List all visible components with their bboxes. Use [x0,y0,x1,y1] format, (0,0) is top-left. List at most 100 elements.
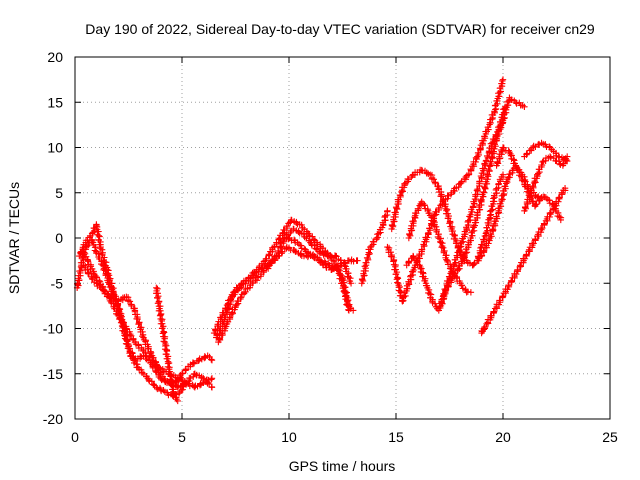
series-track-15 [437,103,509,310]
data-point-fill [491,220,499,228]
data-point-fill [158,325,166,332]
data-point [384,243,391,251]
data-point-fill [169,378,176,385]
data-point-fill [435,230,442,238]
data-point-fill [89,229,97,236]
data-point-fill [306,231,313,239]
data-point-fill [511,157,518,164]
data-point-fill [443,206,451,213]
data-point-fill [247,281,254,289]
data-point-fill [400,297,407,304]
data-point-fill [470,261,478,268]
data-point-fill [100,287,108,294]
data-point-fill [485,236,493,243]
y-tick-label: -5 [51,275,64,291]
data-point-fill [481,232,489,240]
data-point-fill [424,234,431,241]
data-point-fill [77,267,84,275]
data-point-fill [560,155,567,163]
series-track-10 [358,207,391,287]
data-point-fill [477,244,484,252]
data-point-fill [491,109,498,117]
data-point-fill [208,383,215,391]
data-point-fill [96,241,103,248]
data-point [467,289,475,296]
data-point-fill [557,214,565,221]
data-point-fill [154,385,161,393]
data-point-fill [145,376,152,384]
plot-frame [74,56,611,420]
data-point-fill [456,277,463,285]
data-point-fill [169,386,176,393]
data-point-fill [84,258,91,265]
data-point-fill [464,288,472,295]
data-point-fill [301,245,308,253]
data-point-fill [458,239,465,246]
data-point-fill [493,136,501,144]
data-point-fill [161,375,168,383]
data-point-fill [384,208,391,215]
data-point-fill [296,229,303,237]
data-point-fill [208,376,215,383]
data-point-fill [297,242,304,249]
data-point-fill [500,106,507,113]
data-point-fill [151,382,158,389]
data-point-fill [467,237,474,244]
series-track-5 [153,284,181,405]
series-track-16 [474,171,507,264]
series-track-8 [215,243,353,346]
data-point [208,375,216,382]
data-point-fill [237,294,244,301]
y-tick-label: 0 [55,230,63,246]
data-point-fill [453,252,460,259]
data-point-fill [374,231,381,238]
data-point-fill [411,264,418,271]
data-point-fill [476,247,484,254]
data-point-fill [486,214,494,221]
data-point-fill [325,260,332,267]
data-point-fill [394,275,402,282]
data-point-fill [439,244,447,251]
data-point-fill [160,329,168,336]
data-point-fill [135,320,142,328]
data-point-fill [431,300,439,307]
data-point-fill [104,290,111,298]
data-point-fill [290,236,298,244]
data-point-fill [147,350,154,357]
data-point-fill [205,376,212,384]
data-point-fill [488,153,495,160]
series-track-18 [521,153,571,215]
data-point-fill [390,258,397,265]
data-point-fill [276,234,283,242]
chart-title: Day 190 of 2022, Sidereal Day-to-day VTE… [85,21,595,37]
data-point-fill [303,228,311,235]
data-point-fill [339,277,346,284]
data-point-fill [126,345,133,352]
data-point-fill [430,218,437,225]
data-point-fill [92,272,99,280]
data-point-fill [469,204,477,211]
data-point-fill [163,355,170,362]
data-point-fill [484,227,491,234]
data-point-fill [446,220,453,227]
data-point-fill [366,250,373,258]
data-point-fill [458,282,465,289]
y-tick-label: -10 [43,321,63,337]
data-point-fill [484,219,492,227]
data-point-fill [501,105,508,112]
data-point-fill [536,196,543,203]
data-point-fill [173,396,180,403]
data-point-fill [400,293,408,301]
data-point-fill [96,233,103,240]
series-track-4 [80,261,216,387]
data-point-fill [339,284,347,292]
data-point-fill [361,263,368,270]
data-point-fill [481,184,489,192]
data-point-fill [508,277,515,284]
data-point [499,76,507,83]
data-point-fill [517,173,525,180]
data-point-fill [495,127,503,134]
data-point-fill [222,323,230,330]
data-point-fill [451,232,458,240]
data-point-fill [82,253,90,260]
